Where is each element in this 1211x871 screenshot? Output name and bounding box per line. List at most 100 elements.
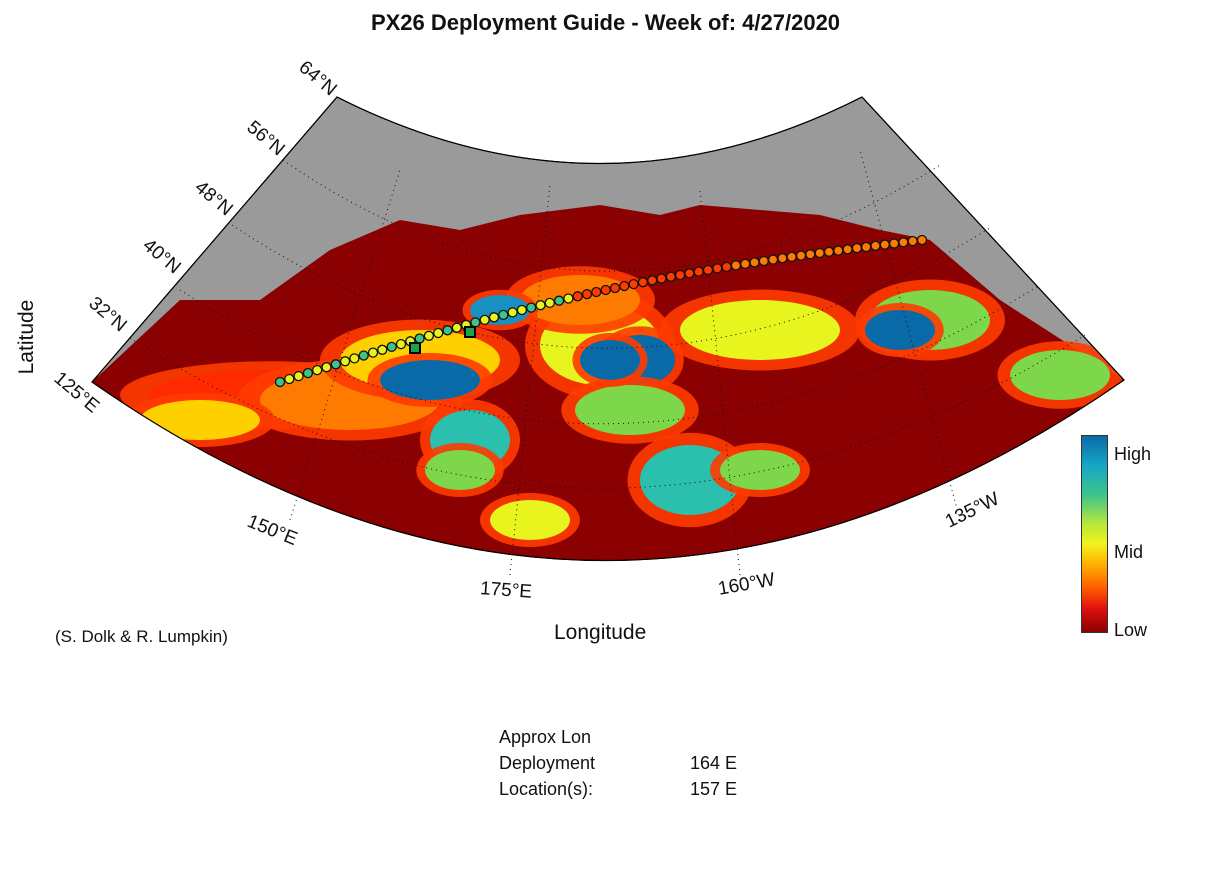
track-point bbox=[470, 317, 481, 328]
track-point bbox=[665, 271, 676, 282]
track-point bbox=[684, 268, 695, 279]
track-point bbox=[339, 356, 351, 367]
deployment-row-label: Deployment bbox=[499, 753, 596, 773]
deployment-track bbox=[274, 234, 928, 388]
track-point bbox=[433, 327, 444, 339]
track-point bbox=[907, 235, 918, 247]
graticule-parallel bbox=[231, 224, 991, 349]
lon-tick-175e: 175°E bbox=[479, 578, 533, 603]
heat-blob bbox=[865, 310, 935, 350]
track-point bbox=[293, 370, 304, 382]
deployment-row-value: 157 E bbox=[690, 779, 738, 799]
heat-blob bbox=[425, 450, 495, 490]
track-point bbox=[833, 245, 844, 256]
track-point bbox=[321, 362, 332, 373]
track-point bbox=[805, 249, 816, 260]
track-point bbox=[777, 253, 788, 264]
y-axis-label: Latitude bbox=[15, 299, 38, 375]
track-point bbox=[619, 280, 630, 292]
deployment-marker bbox=[464, 326, 476, 338]
deployment-row-value: 164 E bbox=[690, 753, 738, 773]
track-point bbox=[693, 266, 704, 277]
track-point bbox=[721, 261, 732, 273]
track-point bbox=[888, 238, 900, 249]
track-point bbox=[312, 364, 323, 376]
track-point bbox=[730, 260, 742, 271]
credit-text: (S. Dolk & R. Lumpkin) bbox=[55, 627, 228, 646]
track-point bbox=[526, 302, 537, 313]
track-point bbox=[600, 284, 611, 296]
track-point bbox=[572, 291, 583, 302]
track-point bbox=[367, 347, 379, 358]
heat-blob bbox=[720, 450, 800, 490]
track-point bbox=[284, 373, 295, 385]
track-point bbox=[823, 246, 835, 257]
track-point bbox=[442, 325, 453, 336]
colorbar-label-mid: Mid bbox=[1114, 542, 1144, 562]
track-point bbox=[712, 263, 723, 274]
track-point bbox=[386, 341, 397, 353]
track-point bbox=[516, 304, 528, 316]
track-point bbox=[414, 333, 425, 344]
graticule-parallel bbox=[282, 159, 941, 272]
graticule-meridian bbox=[509, 184, 551, 576]
deployment-marker bbox=[409, 342, 421, 354]
deployment-table: Approx Lon Deployment 164 E Location(s):… bbox=[499, 724, 737, 802]
track-point bbox=[498, 309, 509, 321]
graticule-parallel bbox=[179, 284, 1041, 425]
heat-blob bbox=[1010, 350, 1110, 400]
track-point bbox=[563, 293, 574, 304]
heat-blob bbox=[380, 360, 480, 400]
track-point bbox=[740, 258, 751, 270]
heat-blob bbox=[575, 385, 685, 435]
track-point bbox=[656, 273, 667, 284]
track-point bbox=[423, 330, 435, 341]
track-point bbox=[591, 286, 602, 298]
track-point bbox=[349, 353, 360, 364]
track-point bbox=[358, 350, 369, 361]
track-point bbox=[302, 367, 314, 379]
heat-blob bbox=[140, 400, 260, 440]
deployment-row-label: Location(s): bbox=[499, 779, 594, 799]
deployment-header: Approx Lon bbox=[499, 727, 592, 747]
track-point bbox=[814, 247, 825, 259]
track-point bbox=[898, 237, 909, 248]
track-point bbox=[628, 278, 639, 290]
track-point bbox=[647, 275, 658, 286]
track-point bbox=[842, 244, 853, 255]
heat-blob bbox=[680, 300, 840, 360]
track-point bbox=[702, 264, 714, 276]
track-point bbox=[767, 254, 779, 265]
track-point bbox=[637, 277, 649, 288]
track-point bbox=[553, 295, 565, 306]
chart-title: PX26 Deployment Guide - Week of: 4/27/20… bbox=[370, 10, 841, 35]
track-point bbox=[451, 322, 462, 333]
x-axis-label: Longitude bbox=[554, 621, 647, 644]
track-point bbox=[274, 376, 286, 388]
track-point bbox=[535, 300, 546, 311]
track-point bbox=[488, 312, 500, 323]
track-point bbox=[879, 239, 890, 250]
colorbar-label-low: Low bbox=[1114, 620, 1148, 640]
track-point bbox=[395, 338, 407, 350]
track-point bbox=[870, 240, 881, 251]
track-point bbox=[330, 359, 341, 370]
colorbar-label-high: High bbox=[1114, 444, 1152, 464]
track-point bbox=[861, 241, 872, 253]
heat-blob bbox=[490, 500, 570, 540]
track-point bbox=[581, 288, 593, 300]
track-point bbox=[786, 251, 797, 263]
track-point bbox=[674, 269, 686, 281]
colorbar bbox=[1081, 435, 1108, 633]
track-point bbox=[758, 255, 769, 267]
track-point bbox=[609, 282, 621, 294]
track-point bbox=[851, 242, 863, 254]
track-point bbox=[377, 344, 388, 355]
track-point bbox=[795, 250, 807, 261]
track-point bbox=[916, 234, 928, 246]
track-point bbox=[479, 314, 490, 326]
graticule-meridian bbox=[289, 169, 401, 521]
heat-blob bbox=[580, 340, 640, 380]
